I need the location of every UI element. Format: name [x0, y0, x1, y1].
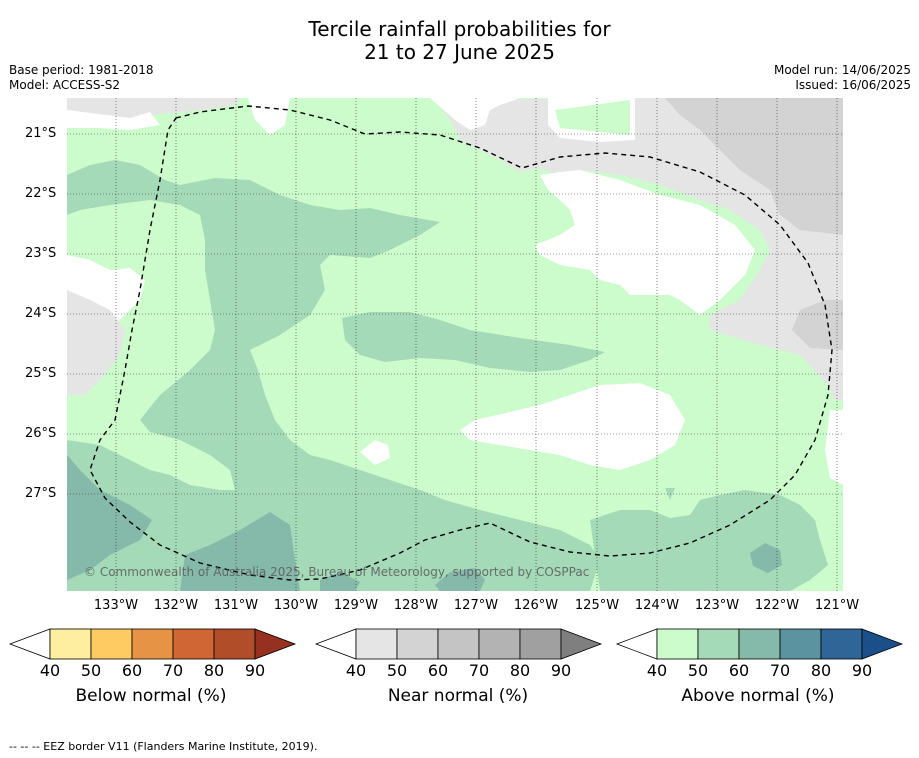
no-dominant-zone-2 [430, 98, 520, 130]
colorbar-segment [396, 628, 439, 660]
near-normal-zone-ne-2 [665, 98, 843, 235]
colorbar-above-normal-label: Above normal (%) [681, 686, 835, 706]
colorbar-tick-label: 90 [550, 661, 572, 680]
colorbar-tick-label: 40 [39, 661, 61, 680]
lon-label-132: 132°W [153, 598, 199, 613]
eez-border [89, 105, 833, 581]
above-normal-50-zone-2 [342, 312, 605, 372]
no-dominant-zone-3 [460, 383, 685, 470]
eez-footnote: -- -- -- EEZ border V11 (Flanders Marine… [9, 740, 318, 753]
no-dominant-zone-1 [535, 170, 755, 315]
lon-label-129: 129°W [333, 598, 379, 613]
copyright-notice: © Commonwealth of Australia 2025, Bureau… [84, 565, 590, 579]
colorbar-tick-label: 80 [203, 661, 225, 680]
colorbar-tick-label: 80 [509, 661, 531, 680]
meta-right: Model run: 14/06/2025 Issued: 16/06/2025 [774, 63, 911, 93]
no-dominant-zone-5 [825, 410, 843, 485]
colorbar-tick-label: 50 [386, 661, 408, 680]
colorbar-near-normal-label: Near normal (%) [387, 686, 529, 706]
colorbar-tick-label: 60 [728, 661, 750, 680]
colorbar-tick-label: 70 [162, 661, 184, 680]
no-dominant-zone-4 [360, 440, 390, 465]
colorbar-segment [131, 628, 174, 660]
lon-label-127: 127°W [453, 598, 499, 613]
colorbar-segment [355, 628, 398, 660]
colorbar-segment-low [615, 628, 658, 660]
colorbar-tick-label: 40 [646, 661, 668, 680]
colorbars-graphic [8, 628, 904, 660]
colorbar-segment [779, 628, 822, 660]
lat-label-25: 25°S [25, 366, 57, 381]
base-period: Base period: 1981-2018 [9, 63, 154, 77]
lat-label-23: 23°S [25, 246, 57, 261]
title-line-1: Tercile rainfall probabilities for [308, 17, 611, 41]
issued-date: Issued: 16/06/2025 [795, 78, 911, 92]
map-fill [67, 98, 843, 591]
colorbar-tick-label: 40 [345, 661, 367, 680]
near-normal-zone-nw-2 [67, 110, 160, 130]
above-normal-60-zone [67, 455, 152, 580]
meta-left: Base period: 1981-2018 Model: ACCESS-S2 [9, 63, 154, 93]
lon-label-130: 130°W [273, 598, 319, 613]
colorbar-segment [90, 628, 133, 660]
colorbar-tick-label: 70 [468, 661, 490, 680]
lon-label-131: 131°W [213, 598, 259, 613]
graticule [67, 98, 843, 591]
colorbar-segment [820, 628, 863, 660]
colorbar-segment-low [8, 628, 51, 660]
near-normal-zone-ne-3 [792, 300, 843, 350]
colorbar-tick-label: 50 [80, 661, 102, 680]
colorbar-below-normal [8, 628, 297, 660]
colorbar-below-normal-label: Below normal (%) [75, 686, 227, 706]
near-normal-zone-nw [67, 98, 240, 120]
colorbar-tick-label: 70 [769, 661, 791, 680]
lon-label-133: 133°W [93, 598, 139, 613]
above-normal-60-zone-4 [750, 543, 782, 573]
no-dominant-zone-8 [555, 100, 630, 135]
colorbar-segment [437, 628, 480, 660]
colorbar-tick-label: 50 [687, 661, 709, 680]
near-normal-zone-w-2 [67, 290, 125, 395]
lon-label-126: 126°W [513, 598, 559, 613]
model-run: Model run: 14/06/2025 [773, 63, 911, 77]
colorbar-segment [49, 628, 92, 660]
colorbar-tick-label: 60 [121, 661, 143, 680]
lat-label-22: 22°S [25, 186, 57, 201]
colorbar-near-normal [314, 628, 603, 660]
above-normal-60-zone-2 [180, 512, 300, 591]
colorbar-segment-low [314, 628, 357, 660]
lon-label-128: 128°W [393, 598, 439, 613]
lat-label-27: 27°S [25, 486, 57, 501]
above-normal-60-zone-3 [435, 568, 485, 591]
lat-label-26: 26°S [25, 426, 57, 441]
lon-label-124: 124°W [634, 598, 680, 613]
colorbar-segment [738, 628, 781, 660]
colorbar-segment [656, 628, 699, 660]
lon-label-123: 123°W [694, 598, 740, 613]
map-title: Tercile rainfall probabilities for 21 to… [0, 18, 919, 64]
colorbar-segment [697, 628, 740, 660]
colorbar-tick-label: 90 [851, 661, 873, 680]
colorbar-segment [213, 628, 256, 660]
lat-label-21: 21°S [25, 126, 57, 141]
model-name: Model: ACCESS-S2 [9, 78, 121, 92]
colorbar-tick-label: 80 [810, 661, 832, 680]
near-normal-zone-ne [435, 98, 843, 400]
colorbar-segment-high [861, 628, 904, 660]
colorbar-tick-label: 90 [244, 661, 266, 680]
colorbar-segment-high [560, 628, 603, 660]
above-normal-60-zone-5 [320, 572, 360, 591]
colorbar-above-normal [615, 628, 904, 660]
lon-label-121: 121°W [814, 598, 860, 613]
lon-label-122: 122°W [754, 598, 800, 613]
colorbar-segment [478, 628, 521, 660]
colorbar-segment [519, 628, 562, 660]
colorbar-segment-high [254, 628, 297, 660]
title-line-2: 21 to 27 June 2025 [364, 40, 555, 64]
colorbar-tick-label: 60 [427, 661, 449, 680]
lon-label-125: 125°W [574, 598, 620, 613]
lat-label-24: 24°S [25, 306, 57, 321]
colorbar-segment [172, 628, 215, 660]
